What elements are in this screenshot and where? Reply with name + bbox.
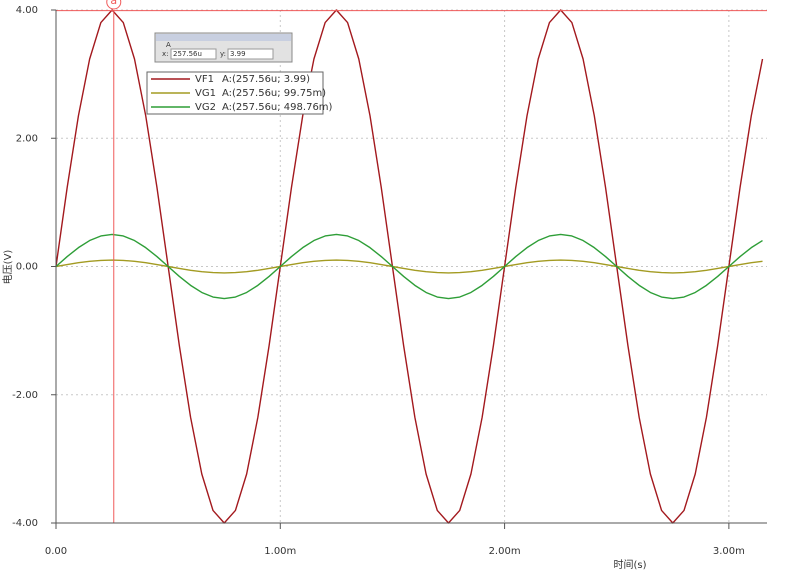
cursor-box-titlebar (156, 34, 291, 41)
cursor-box: A x: 257.56u y: 3.99 (154, 32, 293, 63)
cursor-marker-label: a (110, 0, 117, 7)
curves (55, 9, 764, 524)
legend-readout: A:(257.56u; 3.99) (222, 74, 310, 85)
ticks: -4.00 -2.00 0.00 2.00 4.00 0.00 1.00m 2.00m 3.00… (12, 5, 745, 557)
cursor-y-field (227, 48, 274, 60)
y-tick-label: -4.00 (12, 518, 38, 529)
series-line (55, 259, 763, 274)
x-tick-label: 1.00m (264, 546, 296, 557)
y-tick-label: 4.00 (16, 5, 38, 16)
cursor-y-text: 3.99 (230, 50, 246, 58)
y-tick-label: 0.00 (16, 262, 38, 273)
cursor-box-title: A (166, 41, 171, 49)
x-tick-label: 0.00 (45, 546, 67, 557)
y-tick-label: 2.00 (16, 133, 38, 144)
legend-label: VG1 (195, 88, 216, 99)
legend-readout: A:(257.56u; 99.75m) (222, 88, 326, 99)
legend-label: VG2 (195, 102, 216, 113)
cursor-marker (106, 0, 122, 10)
legend-label: VF1 (195, 74, 214, 85)
series-line (55, 9, 764, 524)
x-tick-label: 3.00m (713, 546, 745, 557)
series-line (55, 233, 763, 300)
cursor-x-text: 257.56u (173, 50, 202, 58)
legend: VF1 A:(257.56u; 3.99) VG1 A:(257.56u; 99.75… (146, 71, 333, 115)
y-axis-label: 电压(V) (1, 250, 14, 285)
x-tick-label: 2.00m (489, 546, 521, 557)
y-tick-label: -2.00 (12, 390, 38, 401)
cursor-y-caption: y: (220, 50, 226, 58)
legend-readout: A:(257.56u; 498.76m) (222, 102, 333, 113)
cursor: a (56, 0, 767, 523)
cursor-x-field (170, 48, 217, 60)
x-axis-label: 时间(s) (613, 558, 646, 571)
cursor-x-caption: x: (162, 50, 169, 58)
